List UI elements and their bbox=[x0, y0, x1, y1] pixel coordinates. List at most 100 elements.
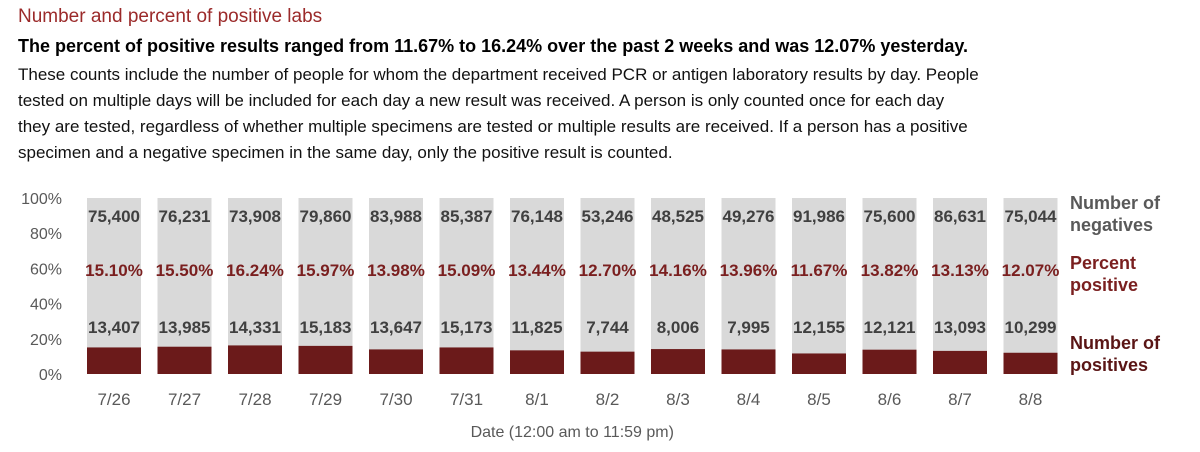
data-label-percent: 13.96% bbox=[720, 261, 778, 280]
legend-percent-line: positive bbox=[1070, 275, 1139, 295]
y-tick-label: 20% bbox=[30, 332, 62, 349]
bar-negatives bbox=[369, 198, 423, 374]
stacked-bar-chart: 0% 20% 40% 60% 80% 100% 75,400 15.10% 13,407 7/26… bbox=[21, 191, 1060, 441]
y-tick-label: 60% bbox=[30, 261, 62, 278]
data-label-positives: 15,183 bbox=[300, 318, 352, 337]
bar-negatives bbox=[228, 198, 282, 374]
legend-positives-line: positives bbox=[1070, 355, 1149, 375]
bar-positives bbox=[1003, 352, 1058, 374]
bar-positives bbox=[228, 345, 282, 374]
data-label-negatives: 76,231 bbox=[159, 207, 211, 226]
bar-positives bbox=[721, 349, 776, 374]
y-tick-label: 100% bbox=[21, 191, 62, 208]
data-label-percent: 15.97% bbox=[297, 261, 355, 280]
x-tick-label: 7/27 bbox=[168, 390, 201, 409]
bar-positives bbox=[580, 351, 635, 374]
data-label-negatives: 79,860 bbox=[300, 207, 352, 226]
x-tick-label: 8/5 bbox=[807, 390, 831, 409]
data-label-positives: 7,995 bbox=[727, 318, 770, 337]
bar-positives bbox=[369, 349, 423, 374]
data-label-percent: 15.09% bbox=[438, 261, 496, 280]
legend-positives: Number of positives bbox=[1070, 332, 1160, 376]
bar-positives bbox=[933, 350, 987, 374]
legend-positives-line: Number of bbox=[1070, 333, 1160, 353]
x-tick-label: 8/6 bbox=[878, 390, 902, 409]
description-line: tested on multiple days will be included… bbox=[18, 91, 945, 110]
data-label-percent: 16.24% bbox=[226, 261, 284, 280]
bar-positives bbox=[862, 349, 917, 374]
data-label-negatives: 48,525 bbox=[652, 207, 704, 226]
data-label-positives: 11,825 bbox=[511, 318, 562, 337]
x-tick-label: 8/4 bbox=[737, 390, 761, 409]
data-label-positives: 10,299 bbox=[1005, 318, 1057, 337]
data-label-percent: 12.70% bbox=[579, 261, 637, 280]
data-label-percent: 13.13% bbox=[931, 261, 989, 280]
y-tick-label: 40% bbox=[30, 297, 62, 314]
bar-negatives bbox=[1003, 198, 1058, 374]
data-label-negatives: 53,246 bbox=[582, 207, 634, 226]
data-label-percent: 14.16% bbox=[649, 261, 707, 280]
data-label-percent: 13.98% bbox=[367, 261, 425, 280]
data-label-negatives: 75,044 bbox=[1005, 207, 1058, 226]
legend-negatives: Number of negatives bbox=[1070, 192, 1160, 236]
bar-positives bbox=[157, 346, 212, 374]
legend-negatives-line: Number of bbox=[1070, 193, 1160, 213]
data-label-percent: 12.07% bbox=[1002, 261, 1060, 280]
bar-positives bbox=[510, 350, 564, 374]
bar-negatives bbox=[933, 198, 987, 374]
legend-negatives-line: negatives bbox=[1070, 215, 1154, 235]
data-label-positives: 8,006 bbox=[657, 318, 700, 337]
bar-negatives bbox=[157, 198, 212, 374]
x-tick-label: 8/3 bbox=[666, 390, 690, 409]
x-tick-label: 7/26 bbox=[97, 390, 130, 409]
y-tick-label: 80% bbox=[30, 226, 62, 243]
data-label-positives: 7,744 bbox=[586, 318, 629, 337]
bar-negatives bbox=[862, 198, 917, 374]
description-line: These counts include the number of peopl… bbox=[18, 65, 979, 84]
description-line: they are tested, regardless of whether m… bbox=[18, 117, 968, 136]
data-label-negatives: 75,400 bbox=[88, 207, 140, 226]
bar-positives bbox=[651, 349, 705, 374]
data-label-positives: 13,093 bbox=[934, 318, 986, 337]
x-tick-label: 8/2 bbox=[596, 390, 620, 409]
data-label-positives: 13,985 bbox=[159, 318, 211, 337]
data-label-percent: 13.82% bbox=[861, 261, 919, 280]
data-label-percent: 13.44% bbox=[508, 261, 566, 280]
legend-percent-positive: Percent positive bbox=[1070, 252, 1138, 296]
x-tick-label: 7/31 bbox=[450, 390, 483, 409]
x-tick-label: 7/28 bbox=[238, 390, 271, 409]
data-label-negatives: 91,986 bbox=[793, 207, 845, 226]
x-tick-label: 8/8 bbox=[1019, 390, 1043, 409]
bar-positives bbox=[87, 347, 141, 374]
chart-description: These counts include the number of peopl… bbox=[18, 62, 1178, 166]
x-tick-label: 8/7 bbox=[948, 390, 972, 409]
bar-negatives bbox=[792, 198, 846, 374]
y-tick-label: 0% bbox=[39, 367, 62, 384]
bar-negatives bbox=[721, 198, 776, 374]
data-label-positives: 12,121 bbox=[864, 318, 916, 337]
data-label-percent: 15.10% bbox=[85, 261, 143, 280]
data-label-positives: 15,173 bbox=[441, 318, 493, 337]
data-label-negatives: 73,908 bbox=[229, 207, 281, 226]
data-label-percent: 11.67% bbox=[791, 261, 848, 280]
data-label-positives: 13,407 bbox=[88, 318, 140, 337]
x-tick-label: 7/30 bbox=[379, 390, 412, 409]
x-axis-title: Date (12:00 am to 11:59 pm) bbox=[471, 424, 674, 441]
bar-negatives bbox=[651, 198, 705, 374]
data-label-negatives: 86,631 bbox=[934, 207, 986, 226]
data-label-negatives: 83,988 bbox=[370, 207, 422, 226]
data-label-positives: 12,155 bbox=[793, 318, 845, 337]
bar-negatives bbox=[298, 198, 353, 374]
bar-positives bbox=[439, 347, 494, 374]
description-line: specimen and a negative specimen in the … bbox=[18, 143, 673, 162]
chart-subtitle: The percent of positive results ranged f… bbox=[18, 36, 969, 56]
data-label-percent: 15.50% bbox=[156, 261, 214, 280]
bar-positives bbox=[298, 345, 353, 374]
bar-negatives bbox=[439, 198, 494, 374]
data-label-negatives: 49,276 bbox=[723, 207, 775, 226]
data-label-positives: 14,331 bbox=[229, 318, 281, 337]
bar-positives bbox=[792, 353, 846, 374]
x-tick-label: 7/29 bbox=[309, 390, 342, 409]
data-label-positives: 13,647 bbox=[370, 318, 422, 337]
bar-negatives bbox=[87, 198, 141, 374]
